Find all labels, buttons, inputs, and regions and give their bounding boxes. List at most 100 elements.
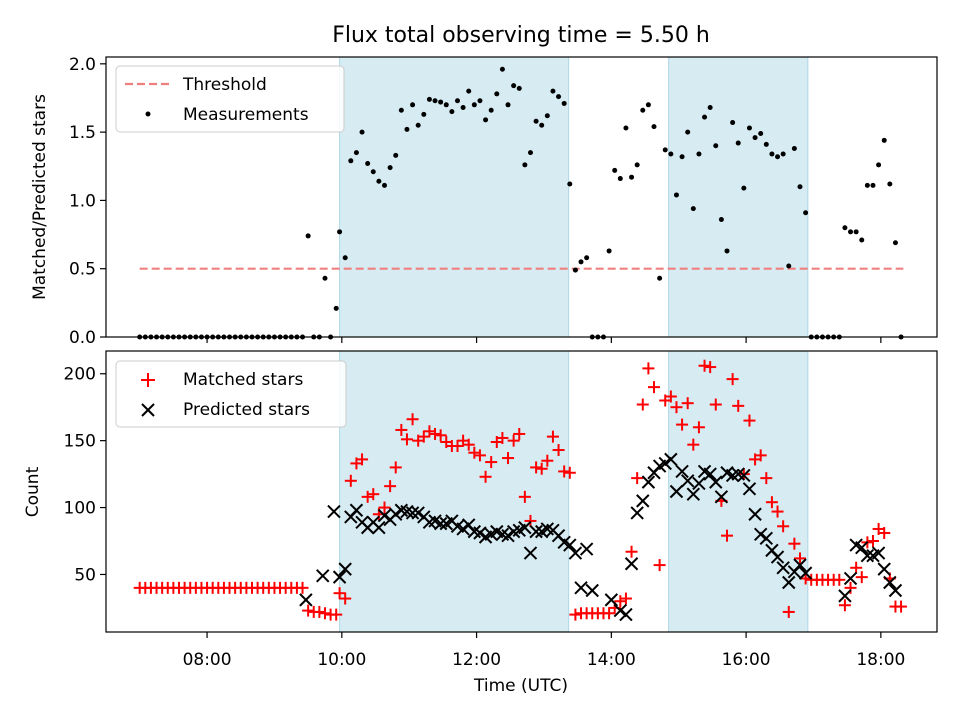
matched-stars-point [333,587,346,600]
matched-stars-point [361,490,374,503]
measurement-point [662,147,668,153]
predicted-stars-point [692,476,706,491]
measurement-point [359,129,365,135]
predicted-stars-point [411,506,425,520]
predicted-stars-point [737,468,751,483]
matched-stars-point [496,431,509,444]
matched-stars-point [462,438,475,451]
x-tick-label: 18:00 [856,650,905,670]
measurement-point [741,185,747,191]
measurement-point [398,107,404,113]
matched-stars-point [838,599,851,612]
matched-stars-point [552,444,565,457]
matched-stars-point [344,474,357,487]
predicted-stars-point [624,557,639,571]
legend-matched-label: Matched stars [183,370,303,390]
measurement-point [797,184,803,190]
predicted-stars-point [574,581,588,595]
measurement-point [634,162,640,168]
matched-stars-point [468,446,481,459]
matched-stars-point [793,552,806,565]
measurement-point [623,125,629,131]
measurement-point [752,135,758,141]
measurement-point [522,162,528,168]
measurement-point [853,229,859,235]
matched-stars-point [676,418,689,431]
matched-stars-point [558,465,571,478]
measurement-point [775,154,781,160]
bottom-y-axis-label: Count [23,466,43,517]
y-tick-label: 50 [74,565,96,585]
measurement-point [673,192,679,198]
matched-stars-point [395,423,408,436]
measurement-point [471,102,477,108]
measurement-point [353,150,359,156]
measurement-point [859,237,865,243]
predicted-stars-point [669,484,684,499]
measurement-point [718,217,724,223]
measurement-point [746,125,752,131]
matched-stars-point [530,461,543,474]
predicted-stars-point [753,527,768,542]
predicted-stars-point [742,482,757,496]
y-tick-label: 150 [64,432,96,452]
measurement-point [376,178,382,184]
predicted-stars-point [389,507,403,521]
measurement-point [426,96,432,102]
top-panel: 0.00.51.01.52.0 Matched/Predicted stars … [30,55,938,348]
shaded-interval [668,56,809,338]
predicted-stars-point [568,546,583,560]
measurement-point [454,98,460,104]
matched-stars-point [302,604,315,617]
bottom-legend-box [115,360,347,428]
measurement-point [432,98,438,104]
predicted-stars-point [782,575,796,590]
measurement-point [892,240,898,246]
top-legend: Threshold Measurements [115,65,345,133]
measurement-point [365,161,371,167]
matched-stars-point [378,501,391,514]
measurement-point [870,182,876,188]
matched-stars-point [423,425,436,438]
matched-stars-point [400,433,413,446]
measurement-point [645,102,651,108]
matched-stars-point [833,573,846,586]
measurement-point [533,118,539,124]
measurement-point [702,114,708,120]
measurement-point [730,120,736,126]
measurement-point [668,151,674,157]
measurement-point [887,181,893,187]
predicted-stars-point [636,494,650,508]
legend-predicted-label: Predicted stars [183,400,310,420]
measurement-point [578,259,584,265]
measurement-point [864,182,870,188]
measurement-point [707,105,713,111]
matched-stars-point [417,430,430,443]
matched-stars-point [451,440,464,453]
measurement-point [404,126,410,132]
measurement-point [842,225,848,231]
matched-stars-point [788,537,801,550]
measurement-point [516,85,522,91]
matched-stars-point [698,359,711,372]
y-tick-label: 200 [64,365,96,385]
matched-stars-point [603,607,616,620]
matched-stars-point [681,397,694,410]
matched-stars-point [709,398,722,411]
matched-stars-point [631,472,644,485]
matched-stars-point [535,462,548,475]
predicted-stars-point [675,464,689,479]
predicted-stars-point [883,575,897,590]
matched-stars-point [760,472,773,485]
measurement-point [438,99,444,105]
chart-title: Flux total observing time = 5.50 h [332,23,710,48]
measurement-point [713,143,719,149]
matched-stars-point [866,535,879,548]
measurement-point [848,229,854,235]
matched-stars-point [754,449,767,462]
predicted-stars-point [332,570,347,584]
y-tick-label: 100 [64,499,96,519]
matched-stars-point [732,399,745,412]
bottom-legend: Matched stars Predicted stars [115,360,347,428]
measurement-point [876,162,882,168]
